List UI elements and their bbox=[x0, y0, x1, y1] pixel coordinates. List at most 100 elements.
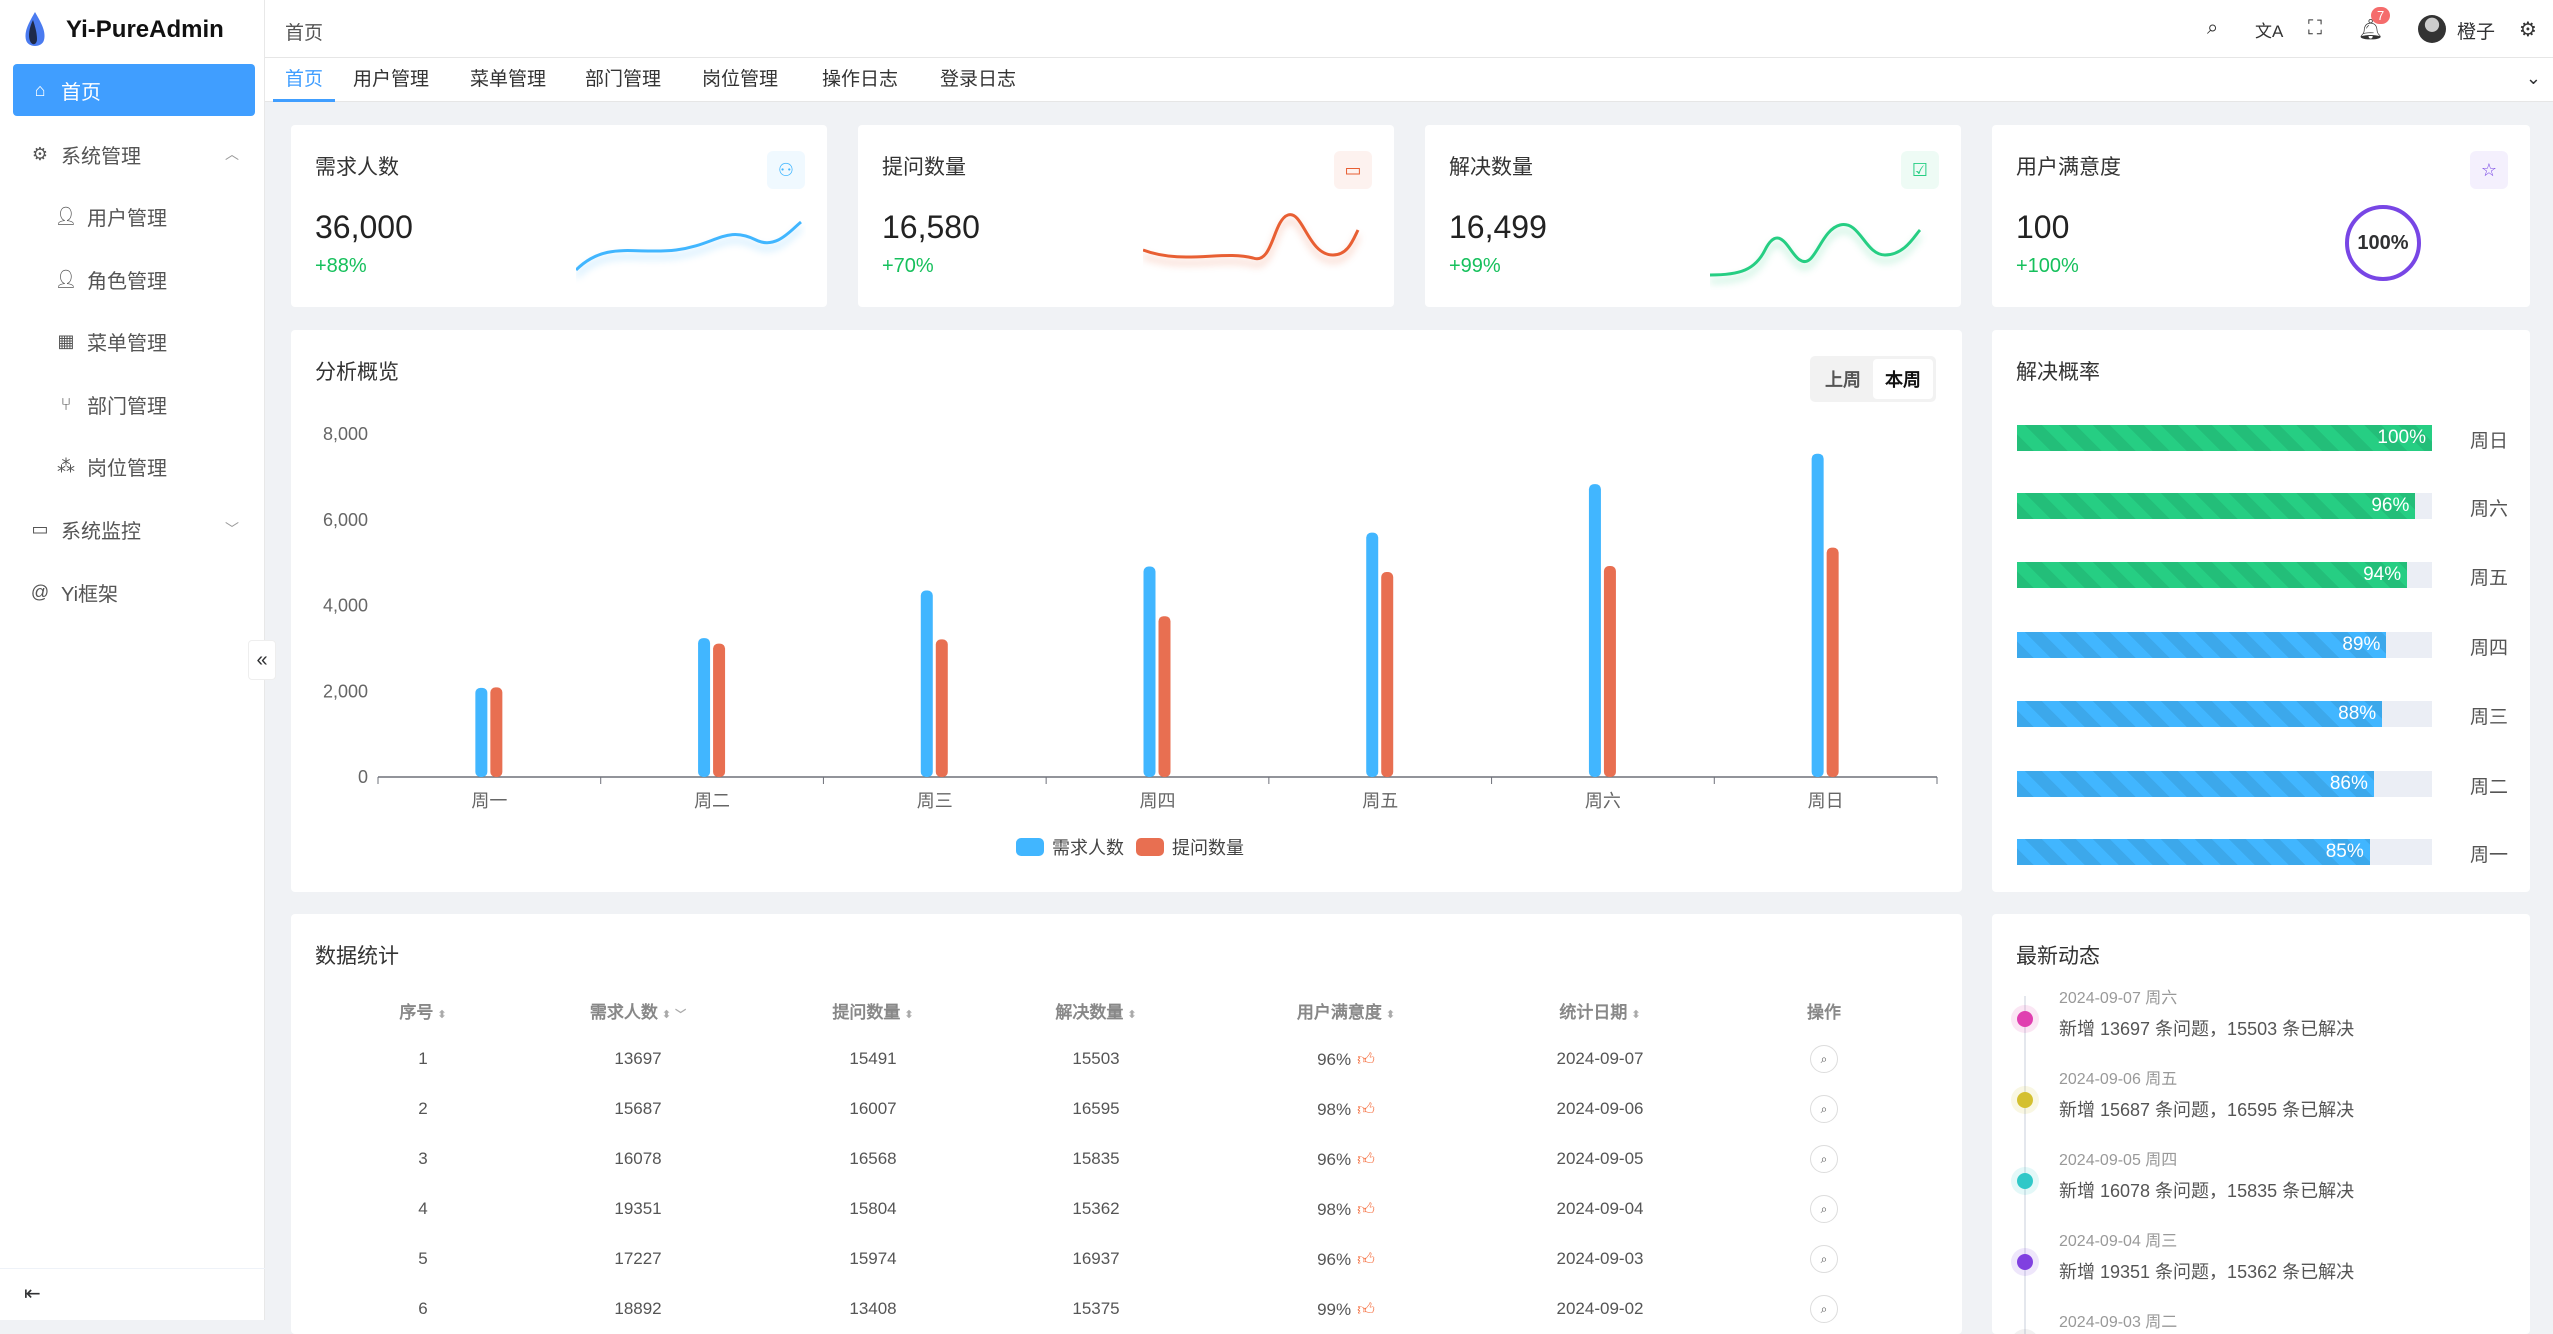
legend-swatch[interactable] bbox=[1136, 838, 1164, 856]
progress-label: 100% bbox=[2377, 427, 2426, 448]
thumbs-up-icon: 👍︎ bbox=[1357, 1050, 1375, 1069]
legend-label[interactable]: 提问数量 bbox=[1172, 838, 1244, 858]
bar-1-1[interactable] bbox=[713, 643, 726, 777]
column-header[interactable]: 需求人数 ⬍ ﹀ bbox=[589, 1003, 687, 1022]
view-button[interactable]: ⌕ bbox=[1810, 1095, 1838, 1123]
timeline-dot bbox=[2017, 1011, 2033, 1027]
bar-0-4[interactable] bbox=[1366, 532, 1379, 777]
sidebar-item-3[interactable]: 👤︎ 角色管理 bbox=[13, 253, 255, 305]
stat-value: 36,000 bbox=[315, 209, 413, 245]
column-header[interactable]: 序号 ⬍ bbox=[399, 1003, 447, 1022]
sort-icon[interactable]: ⬍ bbox=[1127, 1009, 1137, 1021]
column-header[interactable]: 解决数量 ⬍ bbox=[1055, 1003, 1137, 1022]
progress-label: 94% bbox=[2363, 564, 2402, 585]
rate-row: 86% 周二 bbox=[2017, 771, 2508, 798]
chevron-down-icon[interactable]: ⌄ bbox=[2525, 68, 2541, 88]
tab-2[interactable]: 菜单管理 bbox=[470, 69, 547, 90]
progress-track: 100% bbox=[2017, 425, 2432, 451]
rate-day: 周六 bbox=[2470, 499, 2509, 520]
sidebar-item-5[interactable]: ⑂ 部门管理 bbox=[13, 378, 255, 430]
view-button[interactable]: ⌕ bbox=[1810, 1195, 1838, 1223]
fullscreen-icon[interactable]: ⛶ bbox=[2308, 17, 2322, 39]
rate-day: 周三 bbox=[2470, 707, 2509, 728]
bar-1-5[interactable] bbox=[1603, 566, 1616, 777]
bar-1-4[interactable] bbox=[1381, 572, 1394, 777]
column-header[interactable]: 用户满意度 ⬍ bbox=[1296, 1003, 1396, 1022]
progress-fill: 100% bbox=[2017, 425, 2432, 451]
sort-icon[interactable]: ⬍ bbox=[437, 1009, 447, 1021]
bar-0-5[interactable] bbox=[1588, 484, 1601, 777]
sidebar-item-7[interactable]: ▭ 系统监控 ﹀ bbox=[13, 503, 255, 555]
table-cell: 96% 👍︎ bbox=[1317, 1250, 1375, 1269]
tab-1[interactable]: 用户管理 bbox=[353, 69, 430, 90]
breadcrumb[interactable]: 首页 bbox=[285, 23, 324, 44]
translate-icon[interactable]: 文A bbox=[2255, 22, 2284, 41]
table-cell: 16007 bbox=[849, 1099, 897, 1118]
sort-icon[interactable]: ⬍ bbox=[1385, 1009, 1396, 1021]
collapse-sidebar-button[interactable]: « bbox=[248, 640, 276, 680]
rate-row: 88% 周三 bbox=[2017, 701, 2508, 728]
bar-0-0[interactable] bbox=[475, 687, 488, 777]
view-button[interactable]: ⌕ bbox=[1810, 1245, 1838, 1273]
bar-1-3[interactable] bbox=[1158, 616, 1171, 777]
legend-label[interactable]: 需求人数 bbox=[1052, 838, 1124, 858]
sidebar-item-0[interactable]: ⌂ 首页 bbox=[13, 64, 255, 116]
filter-chevron-icon[interactable]: ﹀ bbox=[675, 1009, 687, 1021]
column-header[interactable]: 统计日期 ⬍ bbox=[1559, 1003, 1641, 1022]
settings-gear-icon[interactable]: ⚙ bbox=[2519, 19, 2537, 41]
this-week-button[interactable]: 本周 bbox=[1873, 359, 1933, 399]
search-icon[interactable]: ⌕ bbox=[2207, 17, 2219, 39]
progress-label: 85% bbox=[2325, 841, 2364, 862]
tab-4[interactable]: 岗位管理 bbox=[702, 69, 779, 90]
bar-0-2[interactable] bbox=[920, 590, 933, 777]
sidebar-item-8[interactable]: @ Yi框架 bbox=[13, 566, 255, 618]
last-week-button[interactable]: 上周 bbox=[1825, 370, 1861, 390]
bar-1-2[interactable] bbox=[935, 639, 948, 777]
chevron-down-icon: ﹀ bbox=[225, 521, 239, 537]
sidebar-item-label: 系统监控 bbox=[61, 520, 141, 543]
legend-swatch[interactable] bbox=[1016, 838, 1044, 856]
table-cell: 2 bbox=[418, 1099, 428, 1118]
sidebar-item-2[interactable]: 👤︎ 用户管理 bbox=[13, 190, 255, 242]
view-button[interactable]: ⌕ bbox=[1810, 1045, 1838, 1073]
overview-card: 分析概览 上周 本周 0 2,000 4,000 6,000 8,000 周一 周二 周三 周四… bbox=[291, 330, 1962, 892]
progress-fill: 85% bbox=[2017, 839, 2370, 865]
menu-fold-icon[interactable]: ⇤ bbox=[24, 1283, 41, 1305]
sidebar-item-6[interactable]: ⁂ 岗位管理 bbox=[13, 440, 255, 492]
rate-row: 96% 周六 bbox=[2017, 493, 2508, 520]
bar-1-6[interactable] bbox=[1826, 547, 1839, 777]
stat-percent: +100% bbox=[2016, 255, 2079, 277]
progress-track: 89% bbox=[2017, 632, 2432, 658]
bar-0-6[interactable] bbox=[1811, 453, 1824, 777]
tab-0[interactable]: 首页 bbox=[273, 58, 336, 102]
sidebar-item-4[interactable]: ▦ 菜单管理 bbox=[13, 315, 255, 367]
bar-0-1[interactable] bbox=[698, 638, 711, 777]
sort-icon[interactable]: ⬍ bbox=[1631, 1009, 1641, 1021]
table-cell: 1 bbox=[418, 1049, 428, 1068]
tab-6[interactable]: 登录日志 bbox=[940, 69, 1017, 90]
sort-icon[interactable]: ⬍ bbox=[661, 1009, 672, 1021]
sidebar-item-1[interactable]: ⚙ 系统管理 ︿ bbox=[13, 128, 255, 180]
bell-icon[interactable]: 🔔︎ bbox=[2358, 19, 2384, 41]
sidebar-item-label: 岗位管理 bbox=[87, 457, 167, 480]
sort-icon[interactable]: ⬍ bbox=[904, 1009, 914, 1021]
bar-0-3[interactable] bbox=[1143, 566, 1156, 777]
rate-row: 85% 周一 bbox=[2017, 839, 2508, 866]
avatar[interactable] bbox=[2418, 15, 2446, 43]
bar-1-0[interactable] bbox=[490, 687, 503, 777]
app-logo[interactable]: Yi-PureAdmin bbox=[18, 10, 224, 50]
progress-label: 88% bbox=[2338, 703, 2377, 724]
table-cell: 2024-09-06 bbox=[1556, 1099, 1644, 1118]
column-header[interactable]: 提问数量 ⬍ bbox=[832, 1003, 914, 1022]
view-button[interactable]: ⌕ bbox=[1810, 1295, 1838, 1323]
branch-icon: ⑂ bbox=[60, 393, 72, 414]
table-cell: 18892 bbox=[614, 1299, 662, 1318]
tab-3[interactable]: 部门管理 bbox=[585, 69, 662, 90]
user-name[interactable]: 橙子 bbox=[2457, 22, 2496, 43]
chat-icon: ▭ bbox=[1334, 151, 1372, 189]
view-button[interactable]: ⌕ bbox=[1810, 1145, 1838, 1173]
tab-5[interactable]: 操作日志 bbox=[822, 69, 899, 90]
rate-row: 89% 周四 bbox=[2017, 632, 2508, 659]
table-cell: 2024-09-05 bbox=[1556, 1149, 1644, 1168]
thumbs-up-icon: 👍︎ bbox=[1357, 1300, 1375, 1319]
